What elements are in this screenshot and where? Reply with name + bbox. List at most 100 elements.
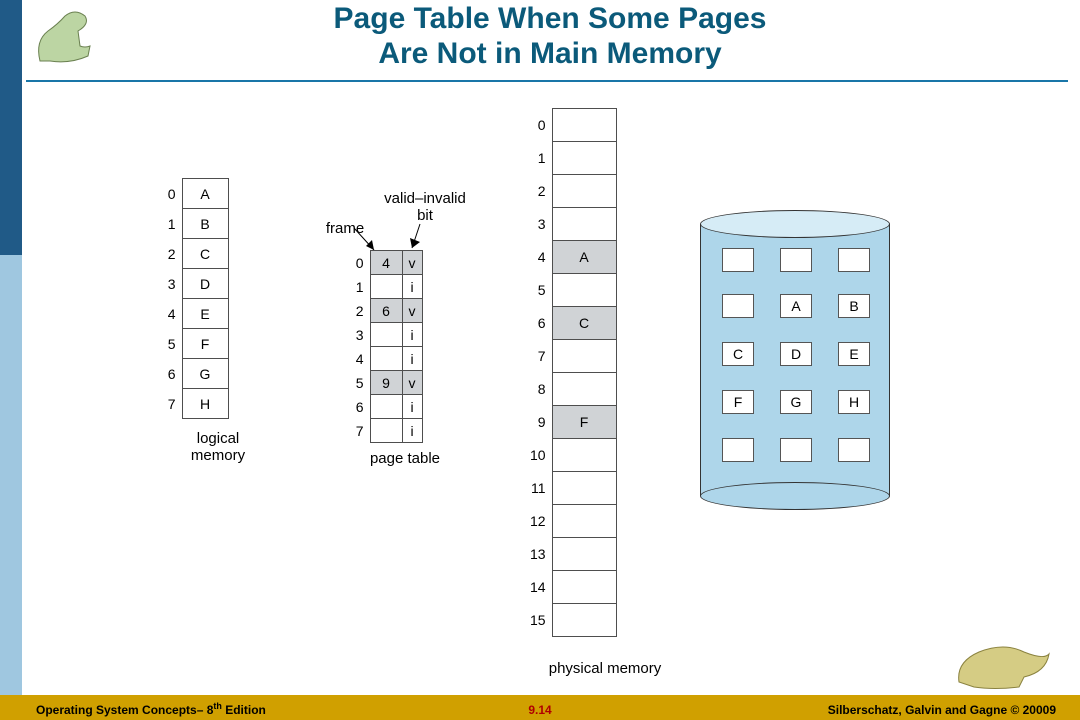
title-line-2: Are Not in Main Memory [378,37,721,70]
logical-row-value: C [182,239,228,269]
physical-row-value [552,175,616,208]
physical-row-index: 1 [530,142,552,175]
page-table-caption: page table [360,450,450,467]
pagetable-frame: 6 [370,299,402,323]
physical-row-value [552,472,616,505]
logical-row-index: 5 [160,329,182,359]
disk-block [838,438,870,462]
pagetable-bit: i [402,347,422,371]
physical-row-value [552,439,616,472]
disk-block: H [838,390,870,414]
pagetable-row-index: 4 [348,347,370,371]
logical-row-index: 6 [160,359,182,389]
physical-row-value [552,142,616,175]
logical-row-value: D [182,269,228,299]
physical-row-value [552,109,616,142]
physical-row-index: 8 [530,373,552,406]
disk-block: F [722,390,754,414]
disk-block [722,248,754,272]
pagetable-row-index: 1 [348,275,370,299]
physical-row-index: 10 [530,439,552,472]
physical-memory-caption: physical memory [540,660,670,677]
pagetable-bit: i [402,395,422,419]
disk-cylinder: A B C D E F G H [700,210,890,510]
page-table: 04v1i26v3i4i59v6i7i [348,250,423,443]
disk-block: D [780,342,812,366]
physical-row-index: 2 [530,175,552,208]
physical-row-index: 6 [530,307,552,340]
logical-row-value: H [182,389,228,419]
physical-row-index: 9 [530,406,552,439]
physical-row-value: C [552,307,616,340]
disk-block: C [722,342,754,366]
title-line-1: Page Table When Some Pages [334,2,767,35]
slide-title: Page Table When Some Pages Are Not in Ma… [60,2,1040,71]
physical-memory-table: 01234A56C789F101112131415 [530,108,617,637]
physical-row-value: A [552,241,616,274]
physical-row-index: 15 [530,604,552,637]
disk-block: E [838,342,870,366]
logical-row-value: G [182,359,228,389]
pagetable-bit: v [402,299,422,323]
physical-row-index: 4 [530,241,552,274]
physical-row-value [552,571,616,604]
logical-row-index: 3 [160,269,182,299]
disk-block [780,248,812,272]
physical-row-index: 5 [530,274,552,307]
disk-block: B [838,294,870,318]
footer-right: Silberschatz, Galvin and Gagne © 20009 [828,703,1056,717]
physical-row-value [552,340,616,373]
pagetable-row-index: 2 [348,299,370,323]
pagetable-frame [370,419,402,443]
pagetable-row-index: 6 [348,395,370,419]
physical-row-index: 14 [530,571,552,604]
left-accent-bar [0,0,22,695]
logical-memory-table: 0A1B2C3D4E5F6G7H [160,178,229,419]
pagetable-row-index: 3 [348,323,370,347]
physical-row-value [552,373,616,406]
physical-row-value [552,505,616,538]
disk-block [722,294,754,318]
physical-row-index: 12 [530,505,552,538]
pagetable-frame [370,275,402,299]
disk-block: G [780,390,812,414]
pagetable-bit: v [402,371,422,395]
logical-row-value: F [182,329,228,359]
logical-row-value: E [182,299,228,329]
pagetable-row-index: 5 [348,371,370,395]
logical-row-index: 4 [160,299,182,329]
physical-row-value [552,538,616,571]
pagetable-frame [370,347,402,371]
arrow-vibit [408,222,432,252]
logical-row-index: 7 [160,389,182,419]
physical-row-value: F [552,406,616,439]
logical-row-index: 2 [160,239,182,269]
physical-row-index: 0 [530,109,552,142]
pagetable-frame [370,323,402,347]
physical-row-index: 13 [530,538,552,571]
pagetable-row-index: 0 [348,251,370,275]
logical-row-value: A [182,179,228,209]
pagetable-frame: 9 [370,371,402,395]
pagetable-bit: i [402,275,422,299]
disk-block [838,248,870,272]
logical-memory-caption: logicalmemory [178,430,258,464]
pagetable-bit: i [402,323,422,347]
physical-row-value [552,208,616,241]
pagetable-bit: i [402,419,422,443]
pagetable-frame [370,395,402,419]
physical-row-index: 11 [530,472,552,505]
valid-invalid-bit-label: valid–invalidbit [375,190,475,224]
disk-block [780,438,812,462]
slide-footer: Operating System Concepts– 8th Edition 9… [0,695,1080,720]
physical-row-index: 7 [530,340,552,373]
pagetable-bit: v [402,251,422,275]
dino-icon-bottom-right [954,632,1054,692]
pagetable-row-index: 7 [348,419,370,443]
physical-row-value [552,604,616,637]
disk-block: A [780,294,812,318]
logical-row-index: 0 [160,179,182,209]
disk-block [722,438,754,462]
pagetable-frame: 4 [370,251,402,275]
logical-row-value: B [182,209,228,239]
